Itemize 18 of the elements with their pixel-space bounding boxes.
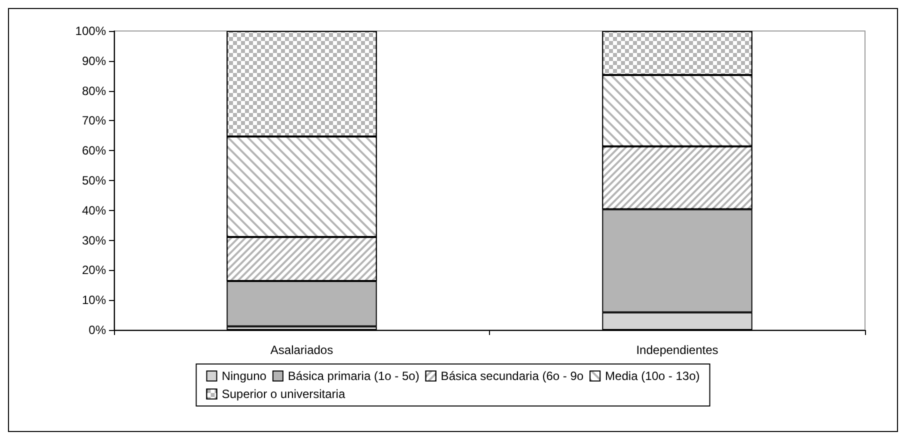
y-tick-label: 90%: [82, 54, 106, 68]
y-tick-label: 70%: [82, 114, 106, 128]
y-tick-label: 0%: [88, 323, 106, 337]
y-tick-label: 50%: [82, 174, 106, 188]
y-tick-label: 40%: [82, 203, 106, 218]
y-tick-label: 20%: [82, 263, 106, 278]
y-tick-label: 100%: [75, 24, 106, 38]
y-tick-label: 30%: [82, 233, 106, 248]
legend-label: Media (10o - 13o): [605, 369, 700, 383]
legend-label: Básica primaria (1o - 5o): [288, 369, 420, 383]
x-tick-label: Independientes: [636, 343, 718, 357]
y-tick-label: 80%: [82, 84, 106, 98]
legend-label: Superior o universitaria: [222, 387, 346, 401]
y-tick-label: 10%: [82, 293, 106, 308]
x-tick-label: Asalariados: [270, 343, 334, 357]
legend-label: Básica secundaria (6o - 9o: [440, 369, 584, 383]
legend-label: Ninguno: [222, 369, 267, 383]
y-tick-label: 60%: [82, 144, 106, 158]
